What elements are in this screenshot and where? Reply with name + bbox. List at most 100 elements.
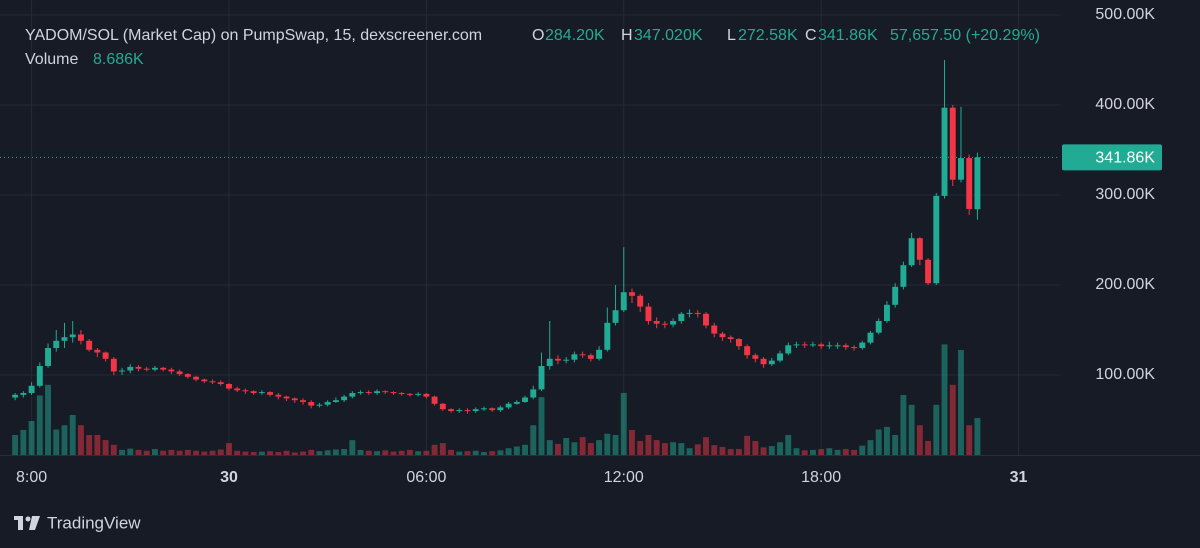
volume-label: Volume [25,51,78,68]
volume-bar [612,435,619,455]
volume-bar [398,450,405,455]
volume-bar [563,437,570,455]
x-tick-label: 31 [1010,469,1028,486]
candle-body [316,404,323,406]
x-tick-label: 30 [220,469,238,486]
volume-bar [620,392,627,455]
volume-bar [604,433,611,455]
volume-bar [809,449,816,455]
candle-body [193,376,200,380]
volume-bar [415,451,422,455]
candle-body [439,403,446,410]
candle-body [505,403,512,408]
volume-bar [341,449,348,455]
volume-bar [308,449,315,455]
candle-body [209,381,216,383]
logo-shape [29,516,40,530]
y-tick-label: 500.00K [1095,6,1155,23]
volume-bar [661,443,668,455]
candle-body [267,392,274,395]
volume-bar [966,425,973,455]
candle-body [258,392,265,394]
candle-layer [12,60,981,414]
candle-body [735,339,742,347]
candle-body [250,391,257,393]
change: 57,657.50 (+20.29%) [890,27,1040,44]
volume-bar [744,435,751,455]
candle-body [324,401,331,405]
volume-bar [464,451,471,455]
candle-body [686,312,693,314]
candle-body [555,358,561,361]
volume-bar [127,448,134,455]
candle-body [744,346,751,356]
volume-bar [102,440,109,455]
volume-bar [538,397,545,455]
candle-body [143,368,150,370]
volume-bar [283,450,290,455]
candle-body [398,392,405,394]
candle-body [801,344,808,346]
candle-body [283,396,290,399]
candle-body [563,359,570,361]
candle-body [456,410,463,412]
candle-body [423,393,430,397]
volume-bar [719,446,726,455]
candle-body [612,310,619,323]
volume-bar [201,451,208,455]
logo-shape [25,516,31,522]
candle-body [497,407,504,411]
candle-body [382,391,389,393]
candle-body [949,107,956,180]
volume-bar [546,440,553,455]
candle-body [357,392,364,394]
candle-body [242,390,249,392]
volume-bar [300,451,306,455]
candle-body [760,358,767,365]
candle-body [184,374,191,377]
candle-body [489,408,496,411]
volume-bar [958,349,964,455]
volume-bar [826,448,833,455]
candle-body [176,371,183,375]
candle-body [448,409,455,411]
volume-bar [793,448,800,455]
volume-bar [406,449,413,455]
candle-body [883,304,890,322]
candle-body [45,347,51,366]
volume-bar [316,451,323,455]
volume-bar [768,446,775,455]
volume-layer [12,344,981,455]
candle-body [859,342,866,348]
legend-key: C [805,27,817,44]
volume-bar [234,450,241,455]
candle-body [900,265,907,287]
volume-bar [332,449,339,455]
volume-bar [86,435,93,455]
last-price-box [1062,144,1162,171]
candle-body [818,344,825,347]
volume-bar [629,429,635,455]
legend-value: 284.20K [545,27,605,44]
volume-bar [908,404,915,455]
volume-bar [349,440,356,455]
volume-bar [497,450,504,455]
volume-bar [818,449,825,455]
volume-bar [752,440,759,455]
volume-bar [974,418,981,455]
volume-bar [686,448,693,455]
candle-body [110,358,117,372]
candle-body [127,366,134,371]
candle-body [61,337,68,341]
candle-body [415,393,422,395]
candle-body [201,379,208,382]
legend-key: L [727,27,736,44]
volume-bar [653,440,660,455]
volume-bar [357,449,364,455]
volume-bar [703,437,709,455]
candle-body [69,334,76,338]
candle-body [958,158,964,180]
legend-value: 272.58K [738,27,798,44]
logo-shape [18,516,23,530]
